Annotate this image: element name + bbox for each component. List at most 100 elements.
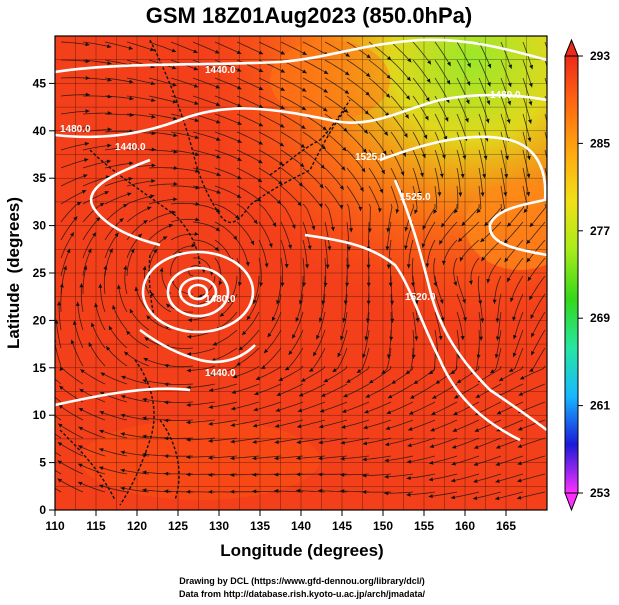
streamline: [192, 131, 221, 141]
streamline-arrow: [437, 192, 442, 197]
streamline-arrow: [363, 425, 368, 430]
streamline: [346, 167, 364, 192]
streamline-arrow: [417, 191, 422, 196]
streamline-arrow: [495, 462, 501, 466]
streamline-arrow: [402, 152, 406, 157]
streamline-arrow: [297, 424, 302, 429]
streamline-arrow: [518, 391, 524, 396]
streamline-arrow: [58, 404, 63, 409]
streamline: [60, 201, 82, 223]
streamline-arrow: [386, 410, 392, 415]
streamline-arrow: [337, 352, 342, 358]
streamline: [431, 401, 458, 416]
streamline-arrow: [344, 89, 349, 94]
streamline: [274, 490, 304, 493]
streamline-arrow: [164, 363, 169, 368]
streamline: [99, 448, 128, 457]
streamline-arrow: [216, 189, 221, 194]
streamline-arrow: [297, 408, 303, 413]
streamline: [456, 275, 466, 304]
streamline: [365, 383, 392, 398]
geopotential-contours: [55, 38, 547, 442]
streamline-arrow: [486, 82, 491, 87]
streamline: [473, 455, 502, 466]
streamline: [385, 437, 414, 446]
streamline: [238, 329, 260, 351]
streamline-arrow: [527, 137, 532, 142]
streamline: [319, 401, 348, 413]
streamline: [470, 257, 480, 285]
streamline-arrow: [215, 84, 220, 89]
streamline: [478, 59, 491, 87]
streamline-arrow: [319, 424, 324, 429]
streamline-arrow: [362, 457, 367, 462]
streamline: [60, 189, 87, 205]
streamline-arrow: [268, 243, 273, 248]
streamline: [236, 131, 264, 145]
streamline-arrow: [236, 50, 242, 54]
streamline-arrow: [311, 225, 316, 231]
streamline: [267, 311, 282, 338]
y-tick-label: 35: [33, 171, 47, 185]
contour-label: 1440.0: [205, 65, 236, 76]
streamline-arrow: [255, 376, 261, 380]
streamline-arrow: [256, 197, 262, 202]
streamline: [412, 77, 430, 102]
streamline: [60, 248, 71, 277]
streamline: [236, 347, 260, 366]
streamline-arrow: [406, 459, 412, 464]
streamline-arrow: [300, 143, 305, 148]
streamline-arrow: [385, 442, 390, 447]
x-tick-label: 125: [168, 519, 188, 533]
streamline-arrow: [194, 152, 200, 157]
streamline-arrow: [313, 351, 317, 357]
streamline: [320, 383, 348, 397]
streamline: [318, 437, 348, 444]
streamline-arrow: [186, 385, 191, 390]
streamline-arrow: [527, 276, 532, 282]
streamline: [214, 77, 242, 90]
streamline: [494, 275, 502, 304]
streamline: [363, 419, 392, 429]
streamline: [99, 429, 128, 439]
streamline-arrow: [70, 339, 75, 344]
streamline: [236, 167, 263, 183]
streamline: [426, 239, 436, 268]
streamline: [409, 383, 436, 399]
streamline: [412, 113, 428, 140]
streamline: [522, 113, 531, 142]
streamline: [208, 383, 238, 392]
streamline: [544, 77, 547, 87]
streamline: [453, 401, 480, 416]
streamline-arrow: [529, 295, 533, 301]
streamline: [406, 491, 436, 496]
streamline: [170, 41, 198, 54]
streamline-arrow: [236, 194, 242, 198]
streamline-arrow: [549, 138, 554, 143]
streamline: [513, 311, 524, 340]
streamline-arrow: [483, 155, 488, 160]
streamline: [280, 239, 288, 269]
streamline: [308, 347, 326, 372]
streamline-arrow: [517, 444, 523, 448]
streamline-arrow: [428, 494, 433, 499]
streamline-arrow: [100, 372, 106, 377]
streamline: [112, 304, 128, 331]
streamline-arrow: [191, 243, 196, 248]
streamline: [390, 185, 399, 214]
streamline-arrow: [340, 472, 345, 477]
streamline-arrow: [120, 486, 125, 491]
streamline-arrow: [428, 477, 434, 482]
streamline-arrow: [172, 99, 177, 104]
streamline: [208, 401, 238, 408]
x-tick-label: 155: [414, 519, 434, 533]
streamline-arrow: [280, 87, 285, 91]
streamline-arrow: [194, 118, 199, 122]
streamline: [135, 286, 150, 313]
streamline-arrow: [208, 489, 213, 494]
streamline-arrow: [343, 127, 348, 132]
streamline-arrow: [296, 488, 301, 493]
streamline: [324, 59, 350, 76]
streamline-arrow: [298, 392, 304, 397]
streamline: [82, 41, 112, 48]
